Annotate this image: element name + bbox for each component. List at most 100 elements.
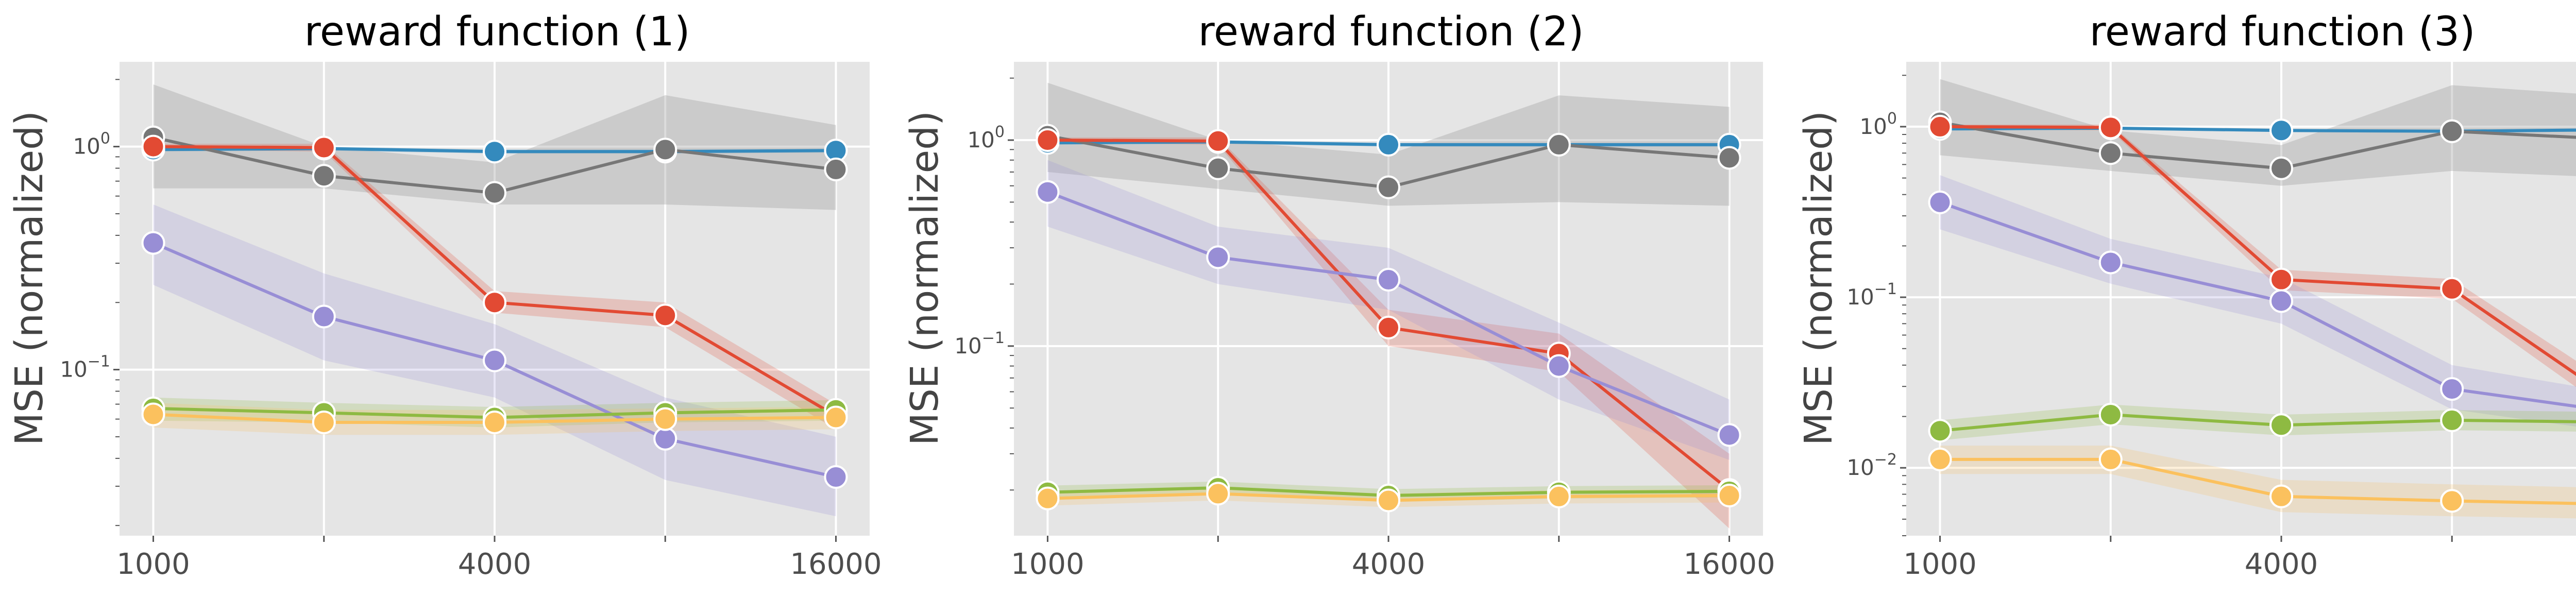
y-tick-exponent: −1 bbox=[1874, 280, 1897, 298]
y-tick-exponent: −1 bbox=[88, 353, 110, 371]
x-tick-label: 16000 bbox=[790, 548, 882, 581]
data-point bbox=[312, 304, 336, 329]
chart-title: reward function (3) bbox=[2090, 9, 2476, 55]
y-tick-exponent: −1 bbox=[982, 329, 1005, 347]
y-tick-base: 10 bbox=[954, 333, 981, 359]
data-point bbox=[483, 291, 506, 315]
data-point bbox=[1377, 315, 1400, 339]
data-point bbox=[312, 410, 336, 434]
y-tick-exponent: −2 bbox=[1874, 451, 1897, 469]
data-point bbox=[483, 348, 506, 372]
data-point bbox=[1928, 114, 1952, 139]
y-tick-exponent: 0 bbox=[1887, 110, 1897, 128]
minor-ticks bbox=[1902, 75, 1906, 536]
data-point bbox=[653, 138, 677, 162]
y-tick-base: 10 bbox=[73, 134, 100, 159]
data-point bbox=[824, 157, 848, 181]
data-point bbox=[1377, 175, 1400, 199]
data-point bbox=[1547, 132, 1571, 157]
data-point bbox=[483, 181, 506, 205]
data-point bbox=[2440, 277, 2464, 301]
data-point bbox=[1717, 484, 1741, 508]
y-tick-label: 10−1 bbox=[1846, 280, 1897, 310]
x-tick-label: 1000 bbox=[1903, 548, 1977, 581]
data-point bbox=[1547, 354, 1571, 378]
data-point bbox=[1206, 482, 1230, 506]
data-point bbox=[824, 465, 848, 489]
y-tick-base: 10 bbox=[1846, 284, 1874, 310]
data-point bbox=[2098, 402, 2123, 427]
y-tick-exponent: 0 bbox=[995, 123, 1005, 141]
data-point bbox=[1206, 245, 1230, 269]
y-tick-label: 10−1 bbox=[954, 329, 1005, 359]
plot-area bbox=[1010, 62, 1763, 536]
y-tick-base: 10 bbox=[967, 127, 994, 152]
confidence-band-3 bbox=[1940, 124, 2576, 387]
chart-panel-1: reward function (1) MSE (normalized) 100… bbox=[7, 9, 882, 581]
y-tick-base: 10 bbox=[60, 357, 87, 382]
data-point bbox=[2269, 484, 2293, 508]
data-point bbox=[1377, 132, 1400, 157]
data-point bbox=[1928, 419, 1952, 443]
data-point bbox=[141, 402, 165, 427]
data-point bbox=[312, 135, 336, 160]
data-point bbox=[2269, 413, 2293, 437]
data-point bbox=[653, 407, 677, 431]
data-point bbox=[2269, 267, 2293, 292]
x-axis: 1000 4000 16000 bbox=[1011, 536, 1775, 581]
y-tick-label: 10−1 bbox=[60, 353, 110, 382]
series-layer bbox=[141, 84, 848, 517]
data-point bbox=[2440, 408, 2464, 432]
data-point bbox=[483, 140, 506, 164]
y-axis-label: MSE (normalized) bbox=[1797, 111, 1841, 446]
plot-area bbox=[115, 62, 870, 536]
x-tick-label: 16000 bbox=[1683, 548, 1775, 581]
data-point bbox=[1377, 268, 1400, 292]
data-point bbox=[1036, 180, 1060, 204]
data-point bbox=[1928, 447, 1952, 471]
chart-panel-3: reward function (3) MSE (normalized) 100… bbox=[1797, 9, 2576, 581]
data-point bbox=[1547, 484, 1571, 508]
y-tick-label: 10−2 bbox=[1846, 451, 1897, 480]
data-point bbox=[1717, 146, 1741, 170]
data-point bbox=[2269, 156, 2293, 180]
data-point bbox=[2269, 118, 2293, 143]
data-point bbox=[2098, 447, 2123, 471]
series-layer bbox=[1928, 79, 2576, 519]
y-axis-label: MSE (normalized) bbox=[7, 111, 52, 446]
x-tick-label: 4000 bbox=[1352, 548, 1426, 581]
data-point bbox=[1377, 488, 1400, 513]
confidence-band-4 bbox=[1047, 160, 1730, 460]
chart-title: reward function (1) bbox=[304, 9, 690, 55]
y-axis-label: MSE (normalized) bbox=[903, 111, 947, 446]
data-point bbox=[1206, 156, 1230, 180]
confidence-band-4 bbox=[1940, 175, 2576, 427]
data-point bbox=[2269, 289, 2293, 313]
data-point bbox=[483, 410, 506, 434]
y-tick-label: 100 bbox=[1859, 110, 1897, 139]
y-tick-base: 10 bbox=[1859, 114, 1887, 139]
minor-ticks bbox=[1010, 77, 1014, 491]
x-tick-label: 1000 bbox=[116, 548, 190, 581]
data-point bbox=[312, 164, 336, 188]
y-tick-base: 10 bbox=[1846, 455, 1874, 480]
y-tick-label: 100 bbox=[967, 123, 1005, 152]
confidence-band-2 bbox=[1940, 79, 2576, 186]
data-point bbox=[1928, 190, 1952, 214]
data-point bbox=[2098, 115, 2123, 140]
y-tick-label: 100 bbox=[73, 130, 110, 159]
data-point bbox=[2098, 141, 2123, 165]
data-point bbox=[1717, 423, 1741, 447]
data-point bbox=[1206, 129, 1230, 153]
data-point bbox=[2098, 250, 2123, 275]
data-point bbox=[2440, 489, 2464, 513]
data-point bbox=[2440, 377, 2464, 401]
x-tick-label: 4000 bbox=[2245, 548, 2318, 581]
x-tick-label: 1000 bbox=[1011, 548, 1084, 581]
